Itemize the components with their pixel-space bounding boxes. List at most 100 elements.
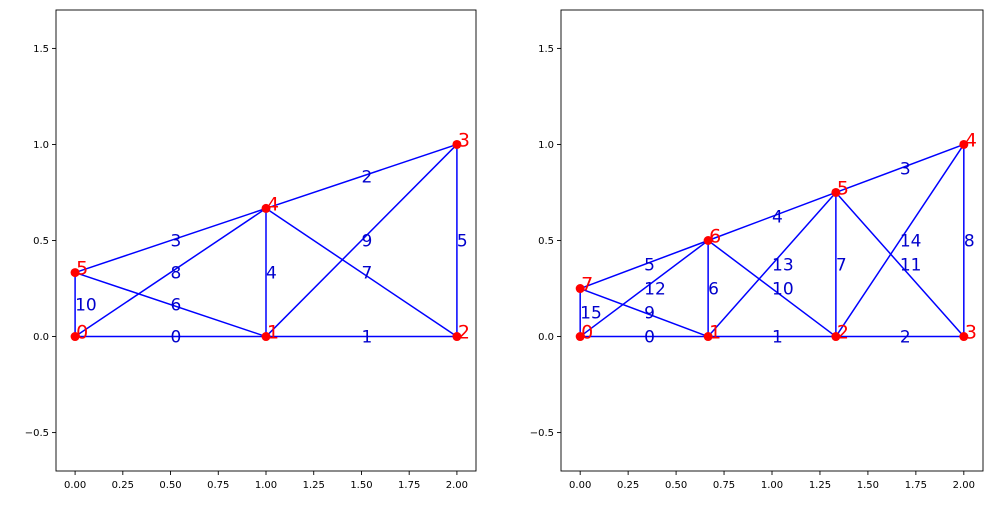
y-tick-label: −0.5 xyxy=(25,428,49,439)
node-label: 2 xyxy=(458,322,470,344)
node-point xyxy=(703,332,713,342)
truss-element xyxy=(265,143,458,338)
element-label: 0 xyxy=(171,328,182,348)
truss-element xyxy=(835,143,965,194)
truss-plot-left: 0.00 0.25 0.50 0.75 1.00 1.25 1.50 1.75 2.00−0.5… xyxy=(25,9,477,491)
node-point xyxy=(959,332,969,342)
node-point xyxy=(959,139,969,149)
x-tick-label: 0.50 xyxy=(665,480,687,491)
element-label: 13 xyxy=(772,256,794,276)
node-point xyxy=(575,332,585,342)
truss-element xyxy=(265,207,458,338)
element-label: 14 xyxy=(900,232,922,252)
x-tick-label: 0.00 xyxy=(64,480,86,491)
x-tick-label: 0.25 xyxy=(112,480,134,491)
element-label: 1 xyxy=(772,328,783,348)
element-label: 5 xyxy=(457,232,468,252)
node-point xyxy=(70,268,80,278)
element-label: 4 xyxy=(772,207,783,227)
element-label: 10 xyxy=(772,280,794,300)
node-label: 4 xyxy=(965,129,977,151)
truss-element xyxy=(74,271,267,338)
node-label: 4 xyxy=(267,193,279,215)
node-label: 1 xyxy=(267,322,279,344)
y-tick-label: −0.5 xyxy=(530,428,554,439)
y-tick-label: 0.0 xyxy=(538,332,554,343)
element-label: 12 xyxy=(644,280,666,300)
element-label: 4 xyxy=(266,263,277,283)
truss-element xyxy=(707,191,837,242)
element-label: 5 xyxy=(644,256,655,276)
node-point xyxy=(575,284,585,294)
x-tick-label: 1.00 xyxy=(761,480,783,491)
element-label: 0 xyxy=(644,328,655,348)
element-label: 10 xyxy=(75,296,97,316)
node-label: 5 xyxy=(76,258,88,280)
x-tick-label: 1.25 xyxy=(303,480,325,491)
node-label: 7 xyxy=(581,274,593,296)
node-point xyxy=(261,332,271,342)
node-point xyxy=(452,139,462,149)
truss-element xyxy=(265,143,458,210)
node-label: 0 xyxy=(581,322,593,344)
y-tick-label: 0.5 xyxy=(538,236,554,247)
node-point xyxy=(831,187,841,197)
node-point xyxy=(70,332,80,342)
element-label: 7 xyxy=(361,263,372,283)
node-label: 0 xyxy=(76,322,88,344)
x-tick-label: 0.75 xyxy=(207,480,229,491)
truss-element xyxy=(579,287,709,338)
node-label: 3 xyxy=(965,322,977,344)
x-tick-label: 1.75 xyxy=(398,480,420,491)
node-point xyxy=(261,203,271,213)
y-tick-label: 1.0 xyxy=(538,140,554,151)
y-tick-label: 1.5 xyxy=(33,44,49,55)
truss-element xyxy=(707,239,837,338)
node-point xyxy=(831,332,841,342)
node-label: 1 xyxy=(709,322,721,344)
element-label: 7 xyxy=(836,256,847,276)
x-tick-label: 0.50 xyxy=(159,480,181,491)
x-tick-label: 1.50 xyxy=(350,480,372,491)
truss-element xyxy=(835,191,965,338)
node-label: 3 xyxy=(458,129,470,151)
node-label: 6 xyxy=(709,226,721,248)
x-tick-label: 2.00 xyxy=(446,480,468,491)
truss-plot-right: 0.00 0.25 0.50 0.75 1.00 1.25 1.50 1.75 2.00−0.5… xyxy=(530,9,984,491)
element-label: 2 xyxy=(900,328,911,348)
x-tick-label: 0.75 xyxy=(713,480,735,491)
x-tick-label: 1.25 xyxy=(809,480,831,491)
node-label: 2 xyxy=(837,322,849,344)
y-tick-label: 1.5 xyxy=(538,44,554,55)
x-tick-label: 0.25 xyxy=(617,480,639,491)
x-tick-label: 0.00 xyxy=(569,480,591,491)
element-label: 11 xyxy=(900,256,922,276)
truss-element xyxy=(74,207,267,338)
truss-element xyxy=(835,144,965,337)
element-label: 3 xyxy=(171,232,182,252)
truss-element xyxy=(579,239,709,290)
element-label: 6 xyxy=(171,296,182,316)
truss-element xyxy=(707,191,837,338)
element-label: 8 xyxy=(964,232,975,252)
node-point xyxy=(452,332,462,342)
truss-element xyxy=(579,239,709,338)
x-tick-label: 1.75 xyxy=(905,480,927,491)
y-tick-label: 0.5 xyxy=(33,236,49,247)
x-tick-label: 2.00 xyxy=(953,480,975,491)
element-label: 9 xyxy=(644,304,655,324)
element-label: 9 xyxy=(361,232,372,252)
element-label: 8 xyxy=(171,263,182,283)
y-tick-label: 0.0 xyxy=(33,332,49,343)
node-point xyxy=(703,236,713,245)
element-label: 1 xyxy=(361,328,372,348)
element-label: 3 xyxy=(900,159,911,179)
x-tick-label: 1.00 xyxy=(255,480,277,491)
truss-element xyxy=(74,207,267,274)
x-tick-label: 1.50 xyxy=(857,480,879,491)
element-label: 15 xyxy=(580,304,602,324)
node-label: 5 xyxy=(837,177,849,199)
element-label: 2 xyxy=(361,167,372,187)
y-tick-label: 1.0 xyxy=(33,140,49,151)
